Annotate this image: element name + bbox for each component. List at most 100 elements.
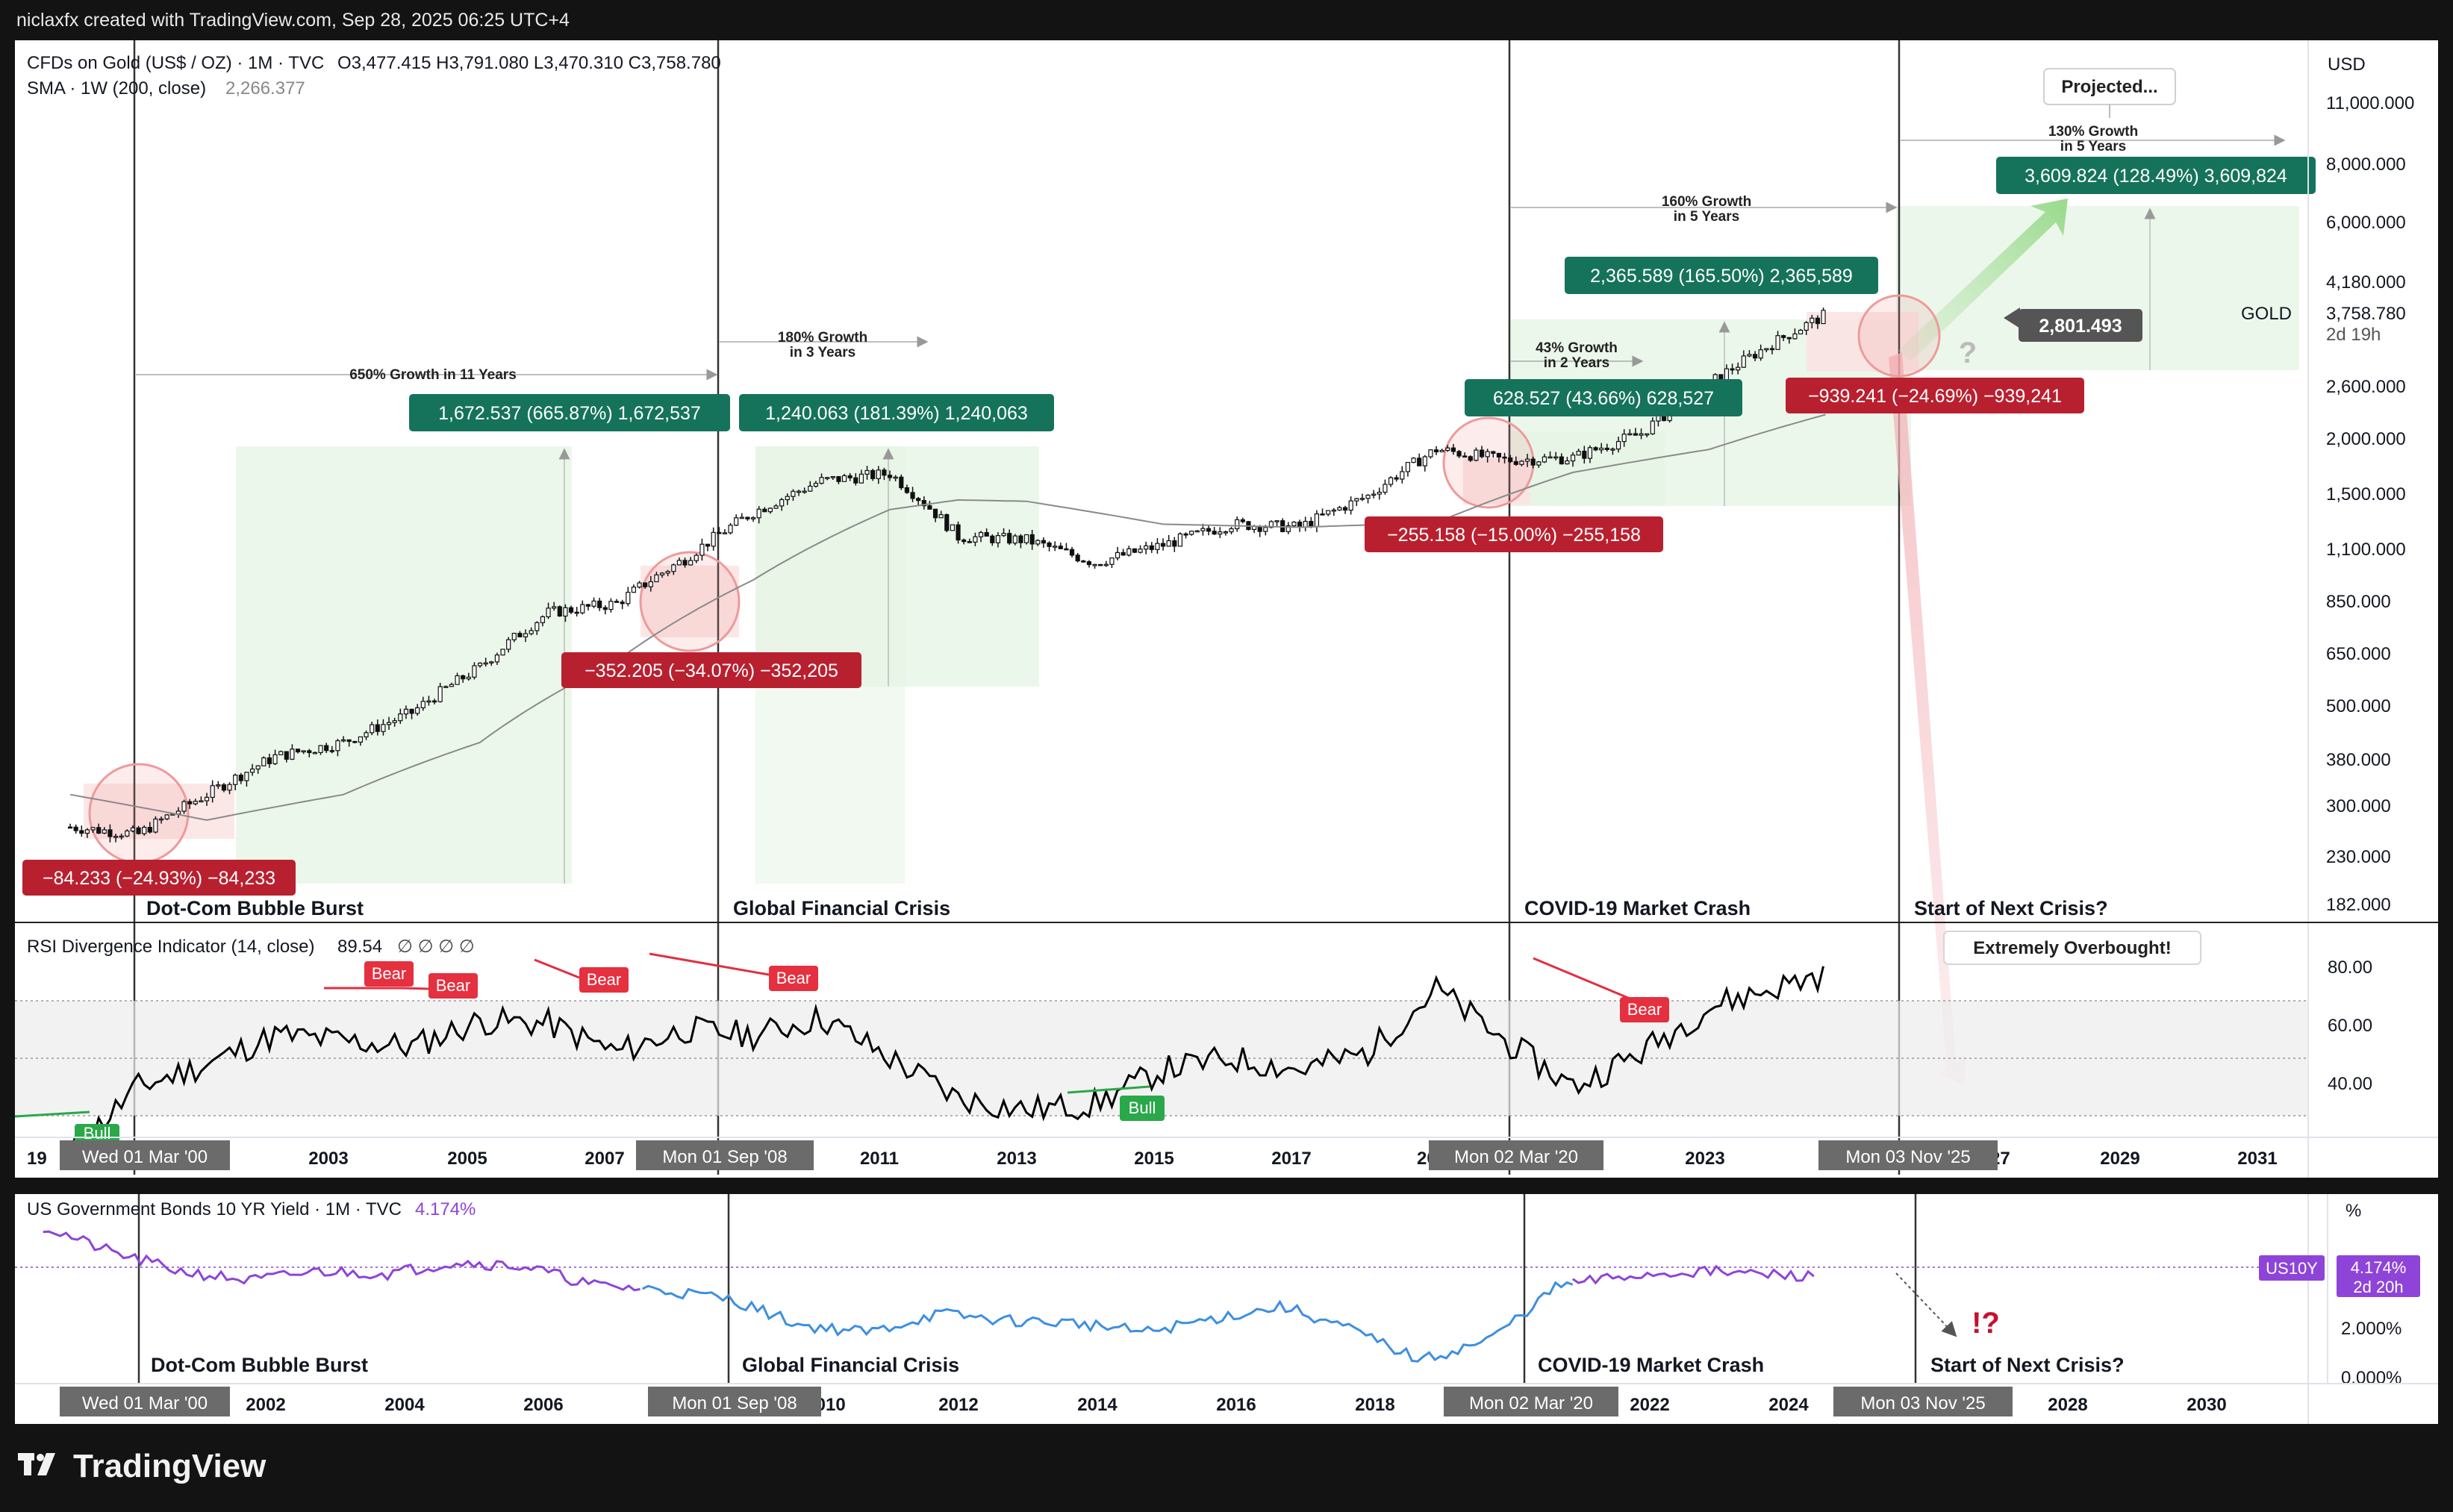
bear-divergence-line: [1533, 957, 1634, 1002]
time-axis-gold[interactable]: 19 2003 2005 2007 2011 2013 2015 2017 20…: [15, 1137, 2438, 1170]
rsi-axis-tick: 60.00: [2328, 1016, 2372, 1036]
measure-box-green-2[interactable]: 1,240.063 (181.39%) 1,240,063: [739, 394, 1054, 431]
measure-box-green-1[interactable]: 1,672.537 (665.87%) 1,672,537: [409, 394, 730, 431]
measure-box-green-3[interactable]: 628.527 (43.66%) 628,527: [1465, 379, 1742, 416]
candle-body: [409, 708, 414, 714]
candle-body: [899, 476, 904, 489]
price-axis[interactable]: 11,000.000 8,000.000 6,000.000 4,180.000…: [2326, 93, 2414, 915]
sma-value: 2,266.377: [225, 78, 305, 99]
candle-body: [1303, 520, 1308, 528]
candle-body: [284, 751, 289, 760]
bond-yield-segment: [642, 1281, 1574, 1363]
candle-body: [238, 775, 243, 781]
measure-box-red-4[interactable]: −939.241 (−24.69%) −939,241: [1786, 378, 2084, 413]
time-tick: 2022: [1630, 1395, 1669, 1415]
candle-body: [921, 500, 926, 507]
candle-body: [1411, 457, 1416, 463]
candle-body: [426, 700, 431, 703]
bond-yield-line: [43, 1230, 1815, 1363]
candle-body: [125, 830, 130, 837]
time-tick: 2007: [585, 1149, 624, 1169]
candle-body: [290, 749, 295, 760]
candle-body: [620, 602, 625, 605]
tradingview-logo[interactable]: TradingView: [18, 1448, 266, 1485]
candle-body: [665, 571, 670, 574]
sma-line: [69, 413, 1826, 821]
svg-text:Bull: Bull: [84, 1124, 111, 1143]
candle-body: [1775, 335, 1780, 350]
candle-body: [107, 829, 113, 837]
candle-body: [944, 513, 950, 531]
growth-note-160: 160% Growth: [1662, 194, 1751, 210]
candle-body: [1479, 449, 1485, 457]
candle-body: [1741, 355, 1746, 368]
candle-body: [1587, 447, 1593, 459]
svg-text:Mon 01 Sep '08: Mon 01 Sep '08: [662, 1147, 787, 1167]
candle-body: [1177, 533, 1183, 547]
candle-body: [654, 574, 659, 583]
bond-pane[interactable]: !? US Government Bonds 10 YR Yield · 1M …: [15, 1194, 2420, 1388]
candle-body: [1235, 519, 1240, 530]
candle-body: [728, 525, 733, 534]
candle-body: [1120, 552, 1126, 556]
candle-body: [699, 543, 705, 556]
candle-body: [614, 601, 620, 603]
candle-body: [221, 784, 227, 791]
candle-body: [295, 749, 301, 753]
candle-body: [984, 531, 989, 537]
main-pane[interactable]: CFDs on Gold (US$ / OZ) · 1M · TVC O3,47…: [22, 40, 2414, 1424]
growth-box-dotcom: [236, 446, 572, 884]
time-highlight: Mon 01 Sep '08: [648, 1387, 821, 1416]
time-axis-bond[interactable]: 2002 2004 2006 2010 2012 2014 2016 2018 …: [15, 1383, 2438, 1416]
rsi-value: 89.54: [337, 937, 382, 957]
candle-body: [1212, 531, 1217, 535]
candle-body: [1468, 456, 1473, 461]
candle-body: [210, 785, 215, 798]
target-callout[interactable]: 2,801.493: [2004, 307, 2142, 342]
candle-body: [1155, 543, 1160, 550]
measure-box-red-2[interactable]: −352.205 (−34.07%) −352,205: [561, 652, 861, 688]
candle-body: [472, 665, 477, 678]
measure-box-red-3[interactable]: −255.158 (−15.00%) −255,158: [1365, 516, 1663, 552]
projected-callout[interactable]: Projected...: [2043, 68, 2176, 118]
candle-body: [420, 701, 426, 708]
candle-body: [927, 505, 932, 510]
candle-body: [1781, 335, 1786, 338]
candle-body: [1371, 493, 1377, 496]
measure-box-green-5[interactable]: 3,609.824 (128.49%) 3,609,824: [1996, 157, 2316, 194]
candle-body: [1223, 531, 1229, 534]
svg-text:Mon 02 Mar '20: Mon 02 Mar '20: [1454, 1147, 1578, 1167]
crisis-label-dotcom: Dot-Com Bubble Burst: [146, 897, 364, 919]
rsi-pane[interactable]: Bear Bear Bear Bear Bear Bull Bull RSI D…: [14, 931, 2372, 1149]
candle-body: [1149, 545, 1154, 550]
candle-body: [1001, 533, 1006, 537]
candle-body: [1240, 519, 1245, 522]
candle-body: [756, 508, 761, 519]
measure-box-red-1[interactable]: −84.233 (−24.93%) −84,233: [22, 860, 296, 896]
candle-body: [1445, 447, 1450, 452]
candle-body: [1502, 456, 1507, 459]
time-tick: 2023: [1685, 1149, 1724, 1169]
candle-body: [517, 633, 523, 637]
growth-note-180-sub: in 3 Years: [790, 345, 855, 360]
time-tick: 2024: [1768, 1395, 1809, 1415]
chart-canvas[interactable]: CFDs on Gold (US$ / OZ) · 1M · TVC O3,47…: [14, 40, 2438, 1424]
candle-body: [1359, 498, 1365, 500]
svg-text:Bear: Bear: [776, 969, 811, 987]
time-highlight: Mon 03 Nov '25: [1833, 1387, 2013, 1416]
price-tick: 8,000.000: [2326, 154, 2406, 175]
candle-body: [381, 724, 386, 732]
measure-box-green-4[interactable]: 2,365.589 (165.50%) 2,365,589: [1565, 257, 1878, 294]
candle-body: [973, 536, 978, 543]
overbought-callout[interactable]: Extremely Overbought!: [1943, 931, 2201, 965]
price-current: 3,758.780: [2326, 304, 2406, 324]
candle-body: [1297, 521, 1303, 528]
svg-text:Wed 01 Mar '00: Wed 01 Mar '00: [82, 1393, 208, 1413]
candle-body: [1599, 447, 1604, 451]
price-tick: 4,180.000: [2326, 272, 2406, 293]
candle-body: [1388, 477, 1394, 485]
candle-body: [1354, 498, 1359, 502]
candle-body: [734, 517, 739, 526]
candle-body: [916, 498, 921, 502]
candle-body: [1450, 447, 1456, 452]
